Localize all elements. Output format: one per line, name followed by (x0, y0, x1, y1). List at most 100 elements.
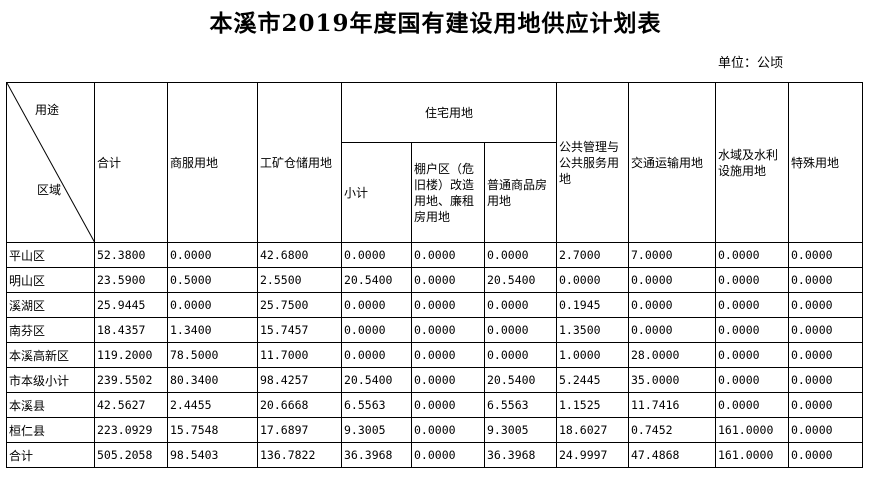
table-row: 南芬区 18.4357 1.3400 15.7457 0.0000 0.0000 0.000… (6, 317, 863, 343)
region-name: 合计 (6, 442, 95, 468)
value-cell: 52.3800 (94, 242, 168, 268)
value-cell: 80.3400 (167, 367, 258, 393)
value-cell: 36.3968 (341, 442, 412, 468)
value-cell: 0.0000 (411, 367, 485, 393)
value-cell: 0.0000 (484, 342, 557, 368)
value-cell: 0.1945 (556, 292, 629, 318)
value-cell: 0.0000 (411, 442, 485, 468)
value-cell: 0.0000 (411, 342, 485, 368)
value-cell: 0.0000 (484, 242, 557, 268)
table-row: 本溪高新区 119.2000 78.5000 11.7000 0.0000 0.0000 0… (6, 342, 863, 368)
table-row: 溪湖区 25.9445 0.0000 25.7500 0.0000 0.0000 0.000… (6, 292, 863, 318)
region-name: 明山区 (6, 267, 95, 293)
value-cell: 17.6897 (257, 417, 342, 443)
value-cell: 0.0000 (411, 292, 485, 318)
region-name: 本溪高新区 (6, 342, 95, 368)
value-cell: 0.0000 (788, 292, 863, 318)
value-cell: 15.7457 (257, 317, 342, 343)
value-cell: 6.5563 (484, 392, 557, 418)
table-row: 桓仁县 223.0929 15.7548 17.6897 9.3005 0.0000 9.3… (6, 417, 863, 443)
value-cell: 136.7822 (257, 442, 342, 468)
value-cell: 0.0000 (715, 342, 789, 368)
header-water: 水域及水利设施用地 (715, 82, 789, 243)
value-cell: 42.6800 (257, 242, 342, 268)
value-cell: 0.0000 (411, 317, 485, 343)
value-cell: 23.5900 (94, 267, 168, 293)
value-cell: 0.0000 (556, 267, 629, 293)
value-cell: 2.5500 (257, 267, 342, 293)
value-cell: 0.0000 (341, 317, 412, 343)
unit-label: 单位：公顷 (718, 56, 784, 71)
value-cell: 0.0000 (628, 317, 716, 343)
value-cell: 0.0000 (411, 392, 485, 418)
header-res-shanty: 棚户区（危旧楼）改造用地、廉租房用地 (411, 142, 485, 243)
value-cell: 6.5563 (341, 392, 412, 418)
value-cell: 505.2058 (94, 442, 168, 468)
value-cell: 20.5400 (341, 367, 412, 393)
table-row: 明山区 23.5900 0.5000 2.5500 20.5400 0.0000 20.54… (6, 267, 863, 293)
value-cell: 0.7452 (628, 417, 716, 443)
value-cell: 78.5000 (167, 342, 258, 368)
value-cell: 28.0000 (628, 342, 716, 368)
value-cell: 98.5403 (167, 442, 258, 468)
value-cell: 0.5000 (167, 267, 258, 293)
value-cell: 9.3005 (484, 417, 557, 443)
value-cell: 42.5627 (94, 392, 168, 418)
value-cell: 9.3005 (341, 417, 412, 443)
value-cell: 25.7500 (257, 292, 342, 318)
value-cell: 0.0000 (167, 292, 258, 318)
value-cell: 0.0000 (788, 242, 863, 268)
value-cell: 2.7000 (556, 242, 629, 268)
value-cell: 47.4868 (628, 442, 716, 468)
value-cell: 0.0000 (788, 442, 863, 468)
value-cell: 20.5400 (341, 267, 412, 293)
value-cell: 0.0000 (411, 417, 485, 443)
value-cell: 0.0000 (715, 392, 789, 418)
header-res-subtotal: 小计 (341, 142, 412, 243)
region-name: 市本级小计 (6, 367, 95, 393)
value-cell: 0.0000 (715, 292, 789, 318)
value-cell: 0.0000 (341, 342, 412, 368)
value-cell: 161.0000 (715, 442, 789, 468)
value-cell: 161.0000 (715, 417, 789, 443)
value-cell: 18.4357 (94, 317, 168, 343)
header-res-ordinary: 普通商品房用地 (484, 142, 557, 243)
table-row: 本溪县 42.5627 2.4455 20.6668 6.5563 0.0000 6.556… (6, 392, 863, 418)
header-total: 合计 (94, 82, 168, 243)
header-commercial: 商服用地 (167, 82, 258, 243)
value-cell: 0.0000 (484, 317, 557, 343)
table-row: 平山区 52.3800 0.0000 42.6800 0.0000 0.0000 0.000… (6, 242, 863, 268)
value-cell: 36.3968 (484, 442, 557, 468)
value-cell: 239.5502 (94, 367, 168, 393)
region-name: 平山区 (6, 242, 95, 268)
value-cell: 223.0929 (94, 417, 168, 443)
value-cell: 0.0000 (788, 417, 863, 443)
value-cell: 35.0000 (628, 367, 716, 393)
value-cell: 119.2000 (94, 342, 168, 368)
value-cell: 20.5400 (484, 367, 557, 393)
value-cell: 11.7000 (257, 342, 342, 368)
value-cell: 0.0000 (788, 342, 863, 368)
value-cell: 24.9997 (556, 442, 629, 468)
value-cell: 0.0000 (715, 317, 789, 343)
diagonal-line (7, 83, 94, 242)
header-public: 公共管理与公共服务用地 (556, 82, 629, 243)
table-row: 合计 505.2058 98.5403 136.7822 36.3968 0.0000 36… (6, 442, 863, 468)
value-cell: 1.3400 (167, 317, 258, 343)
value-cell: 98.4257 (257, 367, 342, 393)
value-cell: 0.0000 (788, 367, 863, 393)
header-region: 区域 (37, 183, 62, 197)
value-cell: 0.0000 (341, 242, 412, 268)
diagonal-header-cell: 用途 区域 (6, 82, 95, 243)
value-cell: 0.0000 (715, 242, 789, 268)
value-cell: 1.0000 (556, 342, 629, 368)
value-cell: 1.3500 (556, 317, 629, 343)
value-cell: 0.0000 (628, 267, 716, 293)
value-cell: 5.2445 (556, 367, 629, 393)
value-cell: 0.0000 (788, 267, 863, 293)
value-cell: 0.0000 (411, 242, 485, 268)
value-cell: 0.0000 (341, 292, 412, 318)
table-row: 市本级小计 239.5502 80.3400 98.4257 20.5400 0.0000… (6, 367, 863, 393)
value-cell: 0.0000 (484, 292, 557, 318)
land-supply-table: 用途 区域 合计 商服用地 工矿仓储用地 住宅用地 公共管理与公共服务用地 交通… (6, 82, 863, 468)
